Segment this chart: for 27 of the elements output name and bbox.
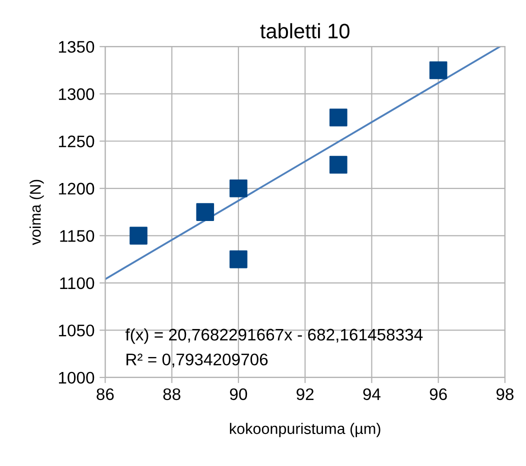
- annotation: R² = 0,7934209706: [126, 354, 268, 368]
- y-axis-title: voima (N): [30, 180, 44, 246]
- point: [130, 226, 148, 245]
- y-tick-label: 1300: [58, 88, 94, 100]
- point: [429, 61, 448, 80]
- x-axis-title: kokoonpuristuma (µm): [230, 422, 380, 438]
- y-tick-label: 1100: [60, 277, 94, 290]
- y-tick-label: 1000: [58, 372, 94, 384]
- point: [196, 203, 214, 221]
- point: [329, 108, 348, 126]
- x-tick-label: 98: [496, 388, 514, 400]
- x-tick-label: 88: [163, 388, 180, 400]
- y-tick-label: 1150: [60, 230, 94, 242]
- point: [230, 250, 248, 268]
- y-tick-label: 1050: [58, 324, 94, 336]
- y-tick-label: 1200: [58, 182, 94, 195]
- x-tick-label: 94: [363, 388, 380, 400]
- point: [329, 156, 348, 174]
- x-tick-label: 90: [230, 388, 248, 400]
- x-tick-label: 86: [96, 388, 114, 400]
- point: [230, 179, 248, 198]
- y-tick-label: 1250: [58, 136, 94, 148]
- x-tick-label: 92: [296, 388, 314, 400]
- y-tick-label: 1350: [58, 41, 94, 53]
- x-tick-label: 96: [430, 388, 447, 400]
- annotation: f(x) = 20,7682291667x - 682,161458334: [125, 328, 423, 344]
- chart-title: tabletti 10: [260, 23, 350, 38]
